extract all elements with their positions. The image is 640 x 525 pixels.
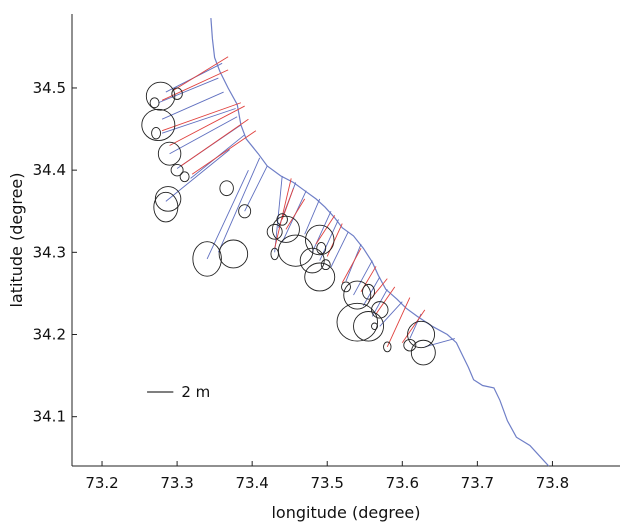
x-axis-label: longitude (degree): [271, 503, 420, 522]
blue-ray: [362, 276, 381, 306]
error-ellipse: [153, 191, 179, 223]
scale-bar-group: 2 m: [147, 383, 210, 401]
red-ray: [274, 178, 292, 249]
ellipses-layer: [141, 81, 436, 366]
y-tick-label: 34.1: [33, 408, 66, 426]
error-ellipse: [316, 242, 327, 255]
error-ellipse: [371, 301, 389, 319]
red-ray: [173, 56, 229, 91]
error-ellipse: [218, 239, 249, 269]
error-ellipse: [336, 302, 378, 342]
x-tick-label: 73.3: [160, 474, 193, 492]
red-ray: [386, 297, 411, 348]
blue-ray: [244, 165, 268, 212]
blue-ray: [424, 338, 455, 348]
y-tick-label: 34.5: [33, 79, 66, 97]
blue-ray: [353, 260, 373, 296]
error-ellipse: [403, 338, 417, 352]
x-tick-label: 73.5: [311, 474, 344, 492]
blue-ray: [379, 301, 403, 327]
blue-ray: [304, 198, 321, 235]
error-ellipse: [145, 81, 176, 111]
blue-ray: [206, 169, 249, 260]
error-ellipse: [266, 223, 283, 240]
y-tick-label: 34.2: [33, 326, 66, 344]
y-tick-label: 34.3: [33, 243, 66, 261]
error-ellipse: [151, 126, 162, 140]
error-ellipse: [179, 171, 190, 183]
error-ellipse: [192, 241, 222, 277]
error-ellipse: [219, 180, 234, 197]
red-ray: [401, 309, 426, 343]
red-ray: [180, 118, 249, 167]
error-ellipse: [238, 204, 252, 219]
error-ellipse: [305, 224, 335, 256]
x-tick-label: 73.7: [461, 474, 494, 492]
blue-ray: [311, 211, 332, 253]
error-ellipse: [277, 234, 314, 267]
y-axis-label: latitude (degree): [7, 172, 26, 307]
red-ray: [285, 198, 306, 230]
error-ellipse: [353, 311, 384, 342]
error-ellipse: [141, 108, 176, 142]
error-ellipse: [407, 320, 436, 349]
x-tick-label: 73.8: [536, 474, 569, 492]
error-ellipse: [157, 141, 182, 166]
red-ray: [161, 69, 229, 101]
error-ellipse: [171, 87, 183, 100]
error-ellipse: [154, 186, 182, 212]
error-ellipse: [362, 283, 375, 300]
blue-ray: [217, 157, 261, 253]
blue-ray: [161, 108, 236, 134]
error-ellipse: [343, 280, 372, 310]
axes: [71, 14, 620, 467]
error-ellipse: [410, 339, 436, 366]
wave-rays-layer: [158, 56, 455, 348]
blue-ray: [330, 231, 349, 268]
coastline-layer: [210, 18, 550, 467]
error-ellipse: [299, 247, 325, 274]
red-ray: [315, 215, 336, 245]
error-ellipse: [371, 322, 378, 331]
red-ray: [341, 248, 362, 283]
error-ellipse: [170, 163, 184, 177]
red-ray: [191, 130, 257, 175]
error-ellipse: [341, 281, 351, 293]
coastline: [210, 18, 550, 467]
x-tick-labels: 73.2 73.3 73.4 73.5 73.6 73.7 73.8: [85, 474, 569, 492]
x-tick-label: 73.6: [386, 474, 419, 492]
x-tick-label: 73.4: [235, 474, 268, 492]
error-ellipse: [320, 259, 331, 271]
red-ray: [169, 105, 245, 146]
error-ellipse: [271, 215, 300, 243]
scale-bar-label: 2 m: [181, 383, 210, 401]
error-ellipse: [149, 97, 160, 109]
blue-ray: [158, 77, 219, 104]
error-ellipse: [304, 262, 336, 292]
blue-ray: [274, 175, 283, 253]
x-tick-label: 73.2: [85, 474, 118, 492]
error-ellipse: [383, 341, 392, 353]
blue-ray: [165, 149, 230, 202]
red-ray: [375, 286, 396, 315]
red-ray: [161, 102, 242, 132]
y-tick-label: 34.4: [33, 161, 66, 179]
blue-ray: [161, 91, 224, 120]
y-tick-labels: 34.1 34.2 34.3 34.4 34.5: [33, 79, 66, 426]
blue-ray: [169, 116, 238, 155]
